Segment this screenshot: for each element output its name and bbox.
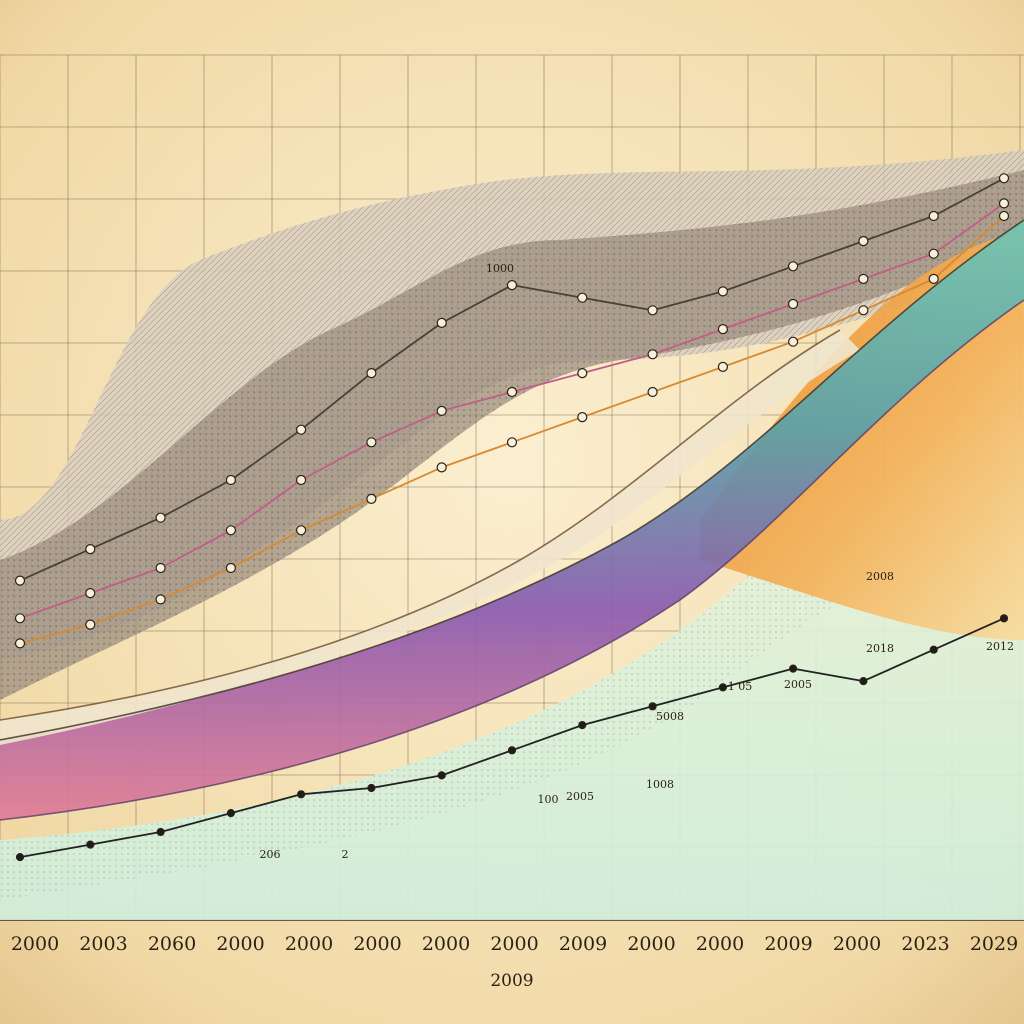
annotation-label: 2008 <box>866 570 894 583</box>
series-4-point <box>297 790 306 799</box>
series-1-point <box>366 368 377 379</box>
series-1-point <box>436 317 447 328</box>
series-2-point <box>928 248 939 259</box>
x-tick-label: 2000 <box>422 933 470 955</box>
series-2-point <box>225 525 236 536</box>
series-4-point <box>929 645 938 654</box>
annotation-label: 206 <box>260 848 281 861</box>
series-1-point <box>225 474 236 486</box>
series-3-point <box>647 386 658 398</box>
series-1-point <box>717 286 729 297</box>
series-1-point <box>296 424 307 435</box>
series-2-point <box>14 613 26 624</box>
series-1-point <box>155 512 166 523</box>
series-1-point <box>928 210 939 222</box>
x-tick-label: 2000 <box>353 933 401 955</box>
mint-area <box>0 420 1024 920</box>
series-2-point <box>647 349 658 360</box>
series-4-point <box>437 771 446 780</box>
x-tick-label: 2000 <box>11 933 59 955</box>
series-3-point <box>577 412 588 423</box>
series-1-point <box>858 236 869 247</box>
series-2-point <box>998 198 1010 209</box>
x-tick-label: 2000 <box>285 933 333 955</box>
series-2-point <box>436 405 447 416</box>
series-2-point <box>506 386 518 398</box>
series-3-point <box>928 273 939 284</box>
series-1-point <box>787 261 799 272</box>
series-3-point <box>787 336 799 347</box>
series-2-point <box>155 562 166 574</box>
annotation-label: 1000 <box>486 262 514 275</box>
series-4-point <box>156 827 165 837</box>
series-1-point <box>506 280 518 291</box>
series-2-point <box>366 437 377 448</box>
x-tick-label: 2000 <box>833 933 881 955</box>
x-tick-label: 2000 <box>490 933 538 955</box>
x-tick-label: 2000 <box>696 933 744 955</box>
series-1-point <box>647 305 658 316</box>
x-tick-label: 2000 <box>627 933 675 955</box>
annotation-label: 1 05 <box>728 680 753 693</box>
series-4-point <box>718 683 728 692</box>
annotation-label: 5008 <box>656 710 684 723</box>
series-1-point <box>577 292 588 303</box>
annotations: 1000 2018 2012 2005 1 05 2008 100 2005 1008 5008 2… <box>260 262 1015 861</box>
band-strokes <box>0 219 1024 821</box>
annotation-label: 1008 <box>646 778 674 791</box>
series-2-point <box>296 474 307 486</box>
series-4-point <box>226 808 235 818</box>
band-edge <box>0 329 841 721</box>
band-edge <box>0 219 1024 741</box>
series-1-point <box>998 173 1010 184</box>
annotation-label: 2005 <box>784 678 812 691</box>
series-4-point <box>86 840 95 849</box>
x-tick-label: 2009 <box>764 933 812 955</box>
series-1-point <box>14 575 26 586</box>
series-1-point <box>85 543 96 555</box>
series-2-point <box>787 298 799 310</box>
series-3-point <box>225 562 236 574</box>
series-3-point <box>14 638 26 649</box>
x-tick-label: 2023 <box>901 933 949 955</box>
series-3-point <box>506 437 518 448</box>
annotation-label: 100 <box>538 793 559 806</box>
annotation-label: 2018 <box>866 642 894 655</box>
series-3-point <box>296 525 307 536</box>
x-tick-label: 2003 <box>79 933 127 955</box>
series-3-point <box>436 462 447 473</box>
series-4-point <box>999 614 1009 623</box>
series-4-point <box>15 852 25 862</box>
annotation-label: 2005 <box>566 790 594 803</box>
series-4-point <box>367 783 376 793</box>
series-2-point <box>858 273 869 284</box>
series-3-point <box>366 493 377 504</box>
series-4-point <box>859 676 868 686</box>
series-3-point <box>998 210 1010 222</box>
series-3-point <box>155 594 166 605</box>
x-tick-label: 2000 <box>216 933 264 955</box>
annotation-label: 2012 <box>986 640 1014 653</box>
series-3-point <box>858 305 869 316</box>
series-3-point <box>717 361 729 372</box>
x-axis-label: 2009 <box>490 971 533 991</box>
series-2-point <box>85 587 96 599</box>
series-2-point <box>577 368 588 379</box>
band-edge <box>0 299 1024 821</box>
x-tick-label: 2009 <box>559 933 607 955</box>
dark-stipple-band-texture <box>0 170 1024 700</box>
annotation-label: 2 <box>342 848 349 861</box>
x-tick-labels: 2000 2003 2060 2000 2000 2000 2000 2000 2009 2000… <box>11 933 1018 955</box>
series-4-point <box>648 702 657 711</box>
series-4-point <box>788 664 798 673</box>
series-3-point <box>85 619 96 630</box>
series-points <box>14 173 1010 862</box>
x-tick-label: 2060 <box>148 933 196 955</box>
rainbow-band <box>0 220 1024 820</box>
series-4-point <box>507 746 517 755</box>
x-tick-label: 2029 <box>970 933 1018 955</box>
series-4-point <box>578 720 587 730</box>
series-2-point <box>717 324 729 335</box>
